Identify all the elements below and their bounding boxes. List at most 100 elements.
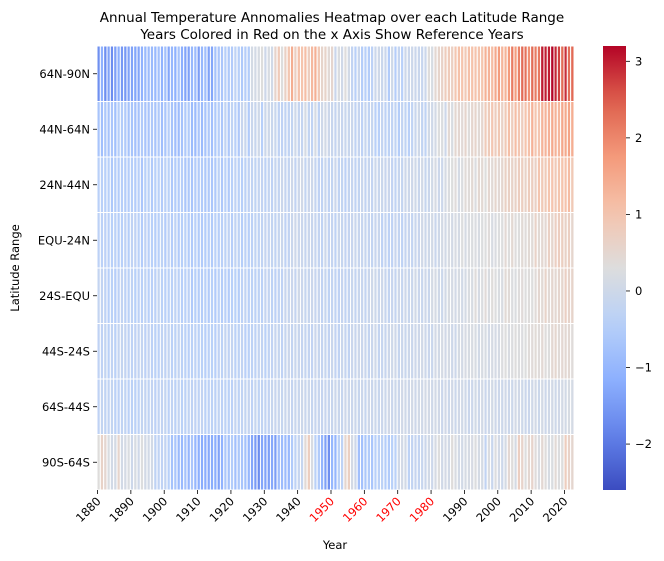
heatmap-cell — [510, 101, 515, 158]
heatmap-row-90S-64S — [96, 434, 575, 491]
heatmap-cell — [256, 156, 261, 213]
heatmap-cell — [219, 323, 225, 380]
heatmap-cell — [393, 434, 398, 491]
heatmap-cell — [126, 434, 131, 491]
chart-title-line-2: Years Colored in Red on the x Axis Show … — [139, 27, 523, 43]
heatmap-cell — [516, 323, 522, 380]
heatmap-cell — [246, 101, 251, 158]
heatmap-cell — [316, 267, 321, 324]
heatmap-cell — [433, 45, 438, 102]
x-tick-label: 1890 — [106, 494, 137, 525]
heatmap-cell — [516, 212, 522, 269]
heatmap-cell — [96, 212, 101, 269]
heatmap-cell — [410, 45, 415, 102]
heatmap-cell — [239, 323, 245, 380]
heatmap-cell — [133, 45, 138, 102]
heatmap-cell — [420, 212, 425, 269]
heatmap-cell — [350, 45, 355, 102]
heatmap-cell — [209, 434, 215, 491]
heatmap-cell — [193, 45, 198, 102]
heatmap-cell — [326, 267, 332, 324]
heatmap-cell — [416, 267, 422, 324]
heatmap-cell — [496, 323, 502, 380]
heatmap-cell — [269, 434, 275, 491]
heatmap-cell — [133, 323, 138, 380]
heatmap-cell — [426, 378, 432, 435]
heatmap-cell — [450, 101, 455, 158]
heatmap-cell — [269, 212, 275, 269]
heatmap-cell — [503, 156, 508, 213]
heatmap-cell — [286, 212, 291, 269]
heatmap-cell — [510, 434, 515, 491]
heatmap-cell — [473, 267, 478, 324]
heatmap-cell — [333, 45, 338, 102]
heatmap-cell — [319, 378, 325, 435]
heatmap-cell — [256, 378, 261, 435]
heatmap-cell — [556, 156, 562, 213]
heatmap-cell — [126, 323, 131, 380]
heatmap-cell — [169, 156, 175, 213]
heatmap-cell — [540, 434, 545, 491]
heatmap-cell — [456, 101, 462, 158]
heatmap-cell — [370, 323, 375, 380]
heatmap-cell — [563, 212, 568, 269]
heatmap-cell — [496, 378, 502, 435]
heatmap-cell — [316, 434, 321, 491]
heatmap-cell — [296, 101, 301, 158]
heatmap-cell — [149, 45, 155, 102]
heatmap-cell — [249, 323, 255, 380]
heatmap-cell — [219, 212, 225, 269]
heatmap-cell — [473, 434, 478, 491]
heatmap-cell — [380, 101, 385, 158]
heatmap-cell — [173, 156, 178, 213]
heatmap-cell — [340, 101, 345, 158]
heatmap-cell — [279, 212, 285, 269]
heatmap-cell — [326, 212, 332, 269]
heatmap-cell — [503, 45, 508, 102]
heatmap-cell — [380, 156, 385, 213]
heatmap-cell — [563, 45, 568, 102]
heatmap-cell — [169, 101, 175, 158]
heatmap-cell — [420, 267, 425, 324]
heatmap-cell — [139, 45, 145, 102]
heatmap-cell — [309, 156, 315, 213]
heatmap-cell — [433, 267, 438, 324]
heatmap-cell — [216, 378, 221, 435]
heatmap-cell — [426, 45, 432, 102]
heatmap-cell — [239, 101, 245, 158]
heatmap-cell — [263, 45, 268, 102]
heatmap-cell — [109, 323, 115, 380]
heatmap-cell — [346, 378, 352, 435]
heatmap-cell — [340, 378, 345, 435]
heatmap-cell — [203, 267, 208, 324]
heatmap-cell — [249, 434, 255, 491]
x-tick-label: 1970 — [373, 494, 404, 525]
heatmap-cell — [373, 434, 378, 491]
heatmap-cell — [169, 434, 175, 491]
colorbar-tick-label: 1 — [635, 207, 642, 221]
heatmap-cell — [269, 267, 275, 324]
heatmap-cell — [296, 267, 301, 324]
heatmap-cell — [520, 45, 525, 102]
heatmap-cell — [316, 156, 321, 213]
heatmap-cell — [450, 212, 455, 269]
heatmap-cell — [393, 267, 398, 324]
heatmap-cell — [126, 378, 131, 435]
heatmap-cell — [216, 267, 221, 324]
heatmap-cell — [356, 45, 362, 102]
heatmap-cell — [480, 156, 485, 213]
heatmap-cell — [480, 101, 485, 158]
heatmap-cell — [296, 45, 301, 102]
heatmap-cell — [226, 212, 231, 269]
heatmap-cell — [386, 378, 392, 435]
y-tick-label: 64N-90N — [39, 67, 90, 81]
heatmap-cell — [550, 45, 555, 102]
heatmap-cell — [410, 267, 415, 324]
heatmap-cell — [239, 212, 245, 269]
heatmap-cell — [156, 156, 161, 213]
heatmap-cell — [550, 378, 555, 435]
x-tick-label: 2020 — [540, 494, 571, 525]
heatmap-cell — [380, 45, 385, 102]
heatmap-cell — [486, 378, 492, 435]
heatmap-cell — [193, 101, 198, 158]
